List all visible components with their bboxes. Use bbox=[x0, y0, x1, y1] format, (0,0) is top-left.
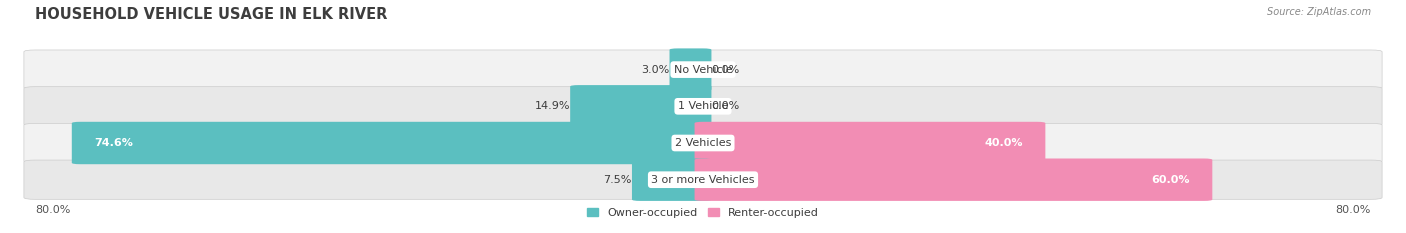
Text: 1 Vehicle: 1 Vehicle bbox=[678, 101, 728, 111]
Text: 3 or more Vehicles: 3 or more Vehicles bbox=[651, 175, 755, 185]
Text: 0.0%: 0.0% bbox=[711, 65, 740, 75]
Legend: Owner-occupied, Renter-occupied: Owner-occupied, Renter-occupied bbox=[586, 208, 820, 218]
Text: Source: ZipAtlas.com: Source: ZipAtlas.com bbox=[1267, 7, 1371, 17]
Text: 3.0%: 3.0% bbox=[641, 65, 669, 75]
Text: 0.0%: 0.0% bbox=[711, 101, 740, 111]
FancyBboxPatch shape bbox=[72, 122, 711, 164]
FancyBboxPatch shape bbox=[695, 158, 1212, 201]
FancyBboxPatch shape bbox=[695, 122, 1046, 164]
FancyBboxPatch shape bbox=[631, 158, 711, 201]
Text: 40.0%: 40.0% bbox=[984, 138, 1024, 148]
FancyBboxPatch shape bbox=[24, 123, 1382, 163]
FancyBboxPatch shape bbox=[24, 160, 1382, 199]
Text: 60.0%: 60.0% bbox=[1152, 175, 1189, 185]
Text: 80.0%: 80.0% bbox=[1336, 205, 1371, 215]
FancyBboxPatch shape bbox=[571, 85, 711, 127]
Text: 74.6%: 74.6% bbox=[94, 138, 134, 148]
FancyBboxPatch shape bbox=[24, 50, 1382, 89]
Text: 14.9%: 14.9% bbox=[534, 101, 571, 111]
Text: HOUSEHOLD VEHICLE USAGE IN ELK RIVER: HOUSEHOLD VEHICLE USAGE IN ELK RIVER bbox=[35, 7, 388, 22]
Text: 80.0%: 80.0% bbox=[35, 205, 70, 215]
Text: 2 Vehicles: 2 Vehicles bbox=[675, 138, 731, 148]
FancyBboxPatch shape bbox=[669, 48, 711, 91]
Text: No Vehicle: No Vehicle bbox=[673, 65, 733, 75]
Text: 7.5%: 7.5% bbox=[603, 175, 631, 185]
FancyBboxPatch shape bbox=[24, 87, 1382, 126]
